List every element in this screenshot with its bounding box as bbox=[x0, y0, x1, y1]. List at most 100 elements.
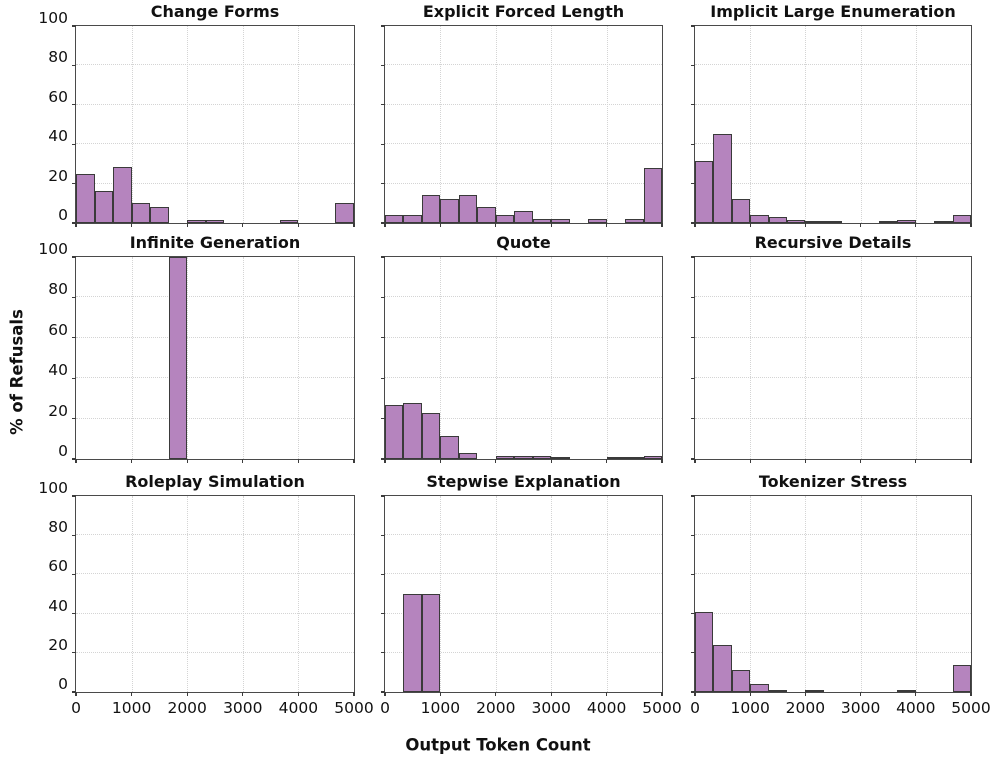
histogram-bar bbox=[768, 690, 787, 692]
tick-mark bbox=[297, 223, 300, 227]
tick-mark bbox=[72, 64, 76, 67]
tick-mark bbox=[381, 182, 385, 185]
histogram-bar bbox=[805, 221, 824, 223]
tick-mark bbox=[550, 692, 552, 696]
histogram-bar bbox=[551, 457, 570, 459]
gridline bbox=[805, 257, 807, 459]
y-tick-label: 100 bbox=[38, 479, 68, 497]
tick-mark bbox=[384, 223, 386, 227]
gridline bbox=[695, 534, 971, 536]
subplot-recursive-details: Recursive Details bbox=[691, 233, 972, 463]
tick-mark bbox=[75, 223, 77, 227]
tick-mark bbox=[691, 296, 695, 299]
gridline bbox=[551, 496, 553, 692]
plot-area bbox=[76, 26, 354, 223]
histogram-bar bbox=[131, 203, 151, 223]
histogram-bar bbox=[279, 220, 299, 223]
y-tick-label: 20 bbox=[48, 401, 68, 420]
tick-mark bbox=[859, 223, 862, 227]
tick-mark bbox=[661, 459, 663, 463]
histogram-bar bbox=[625, 456, 644, 459]
x-tick-label: 4000 bbox=[278, 699, 319, 717]
tick-mark bbox=[353, 692, 355, 696]
tick-mark bbox=[691, 534, 695, 536]
tick-mark bbox=[439, 459, 442, 463]
histogram-bar bbox=[695, 611, 714, 692]
subplot-quote: Quote bbox=[381, 233, 663, 463]
gridline bbox=[606, 26, 608, 223]
histogram-bar bbox=[403, 215, 422, 223]
histogram-bar bbox=[625, 219, 644, 223]
histogram-bar bbox=[205, 220, 225, 223]
tick-mark bbox=[691, 222, 695, 224]
tick-mark bbox=[691, 64, 695, 67]
gridline bbox=[76, 612, 354, 614]
gridline bbox=[385, 417, 662, 419]
x-axis-label: Output Token Count bbox=[405, 735, 591, 755]
tick-mark bbox=[297, 459, 300, 463]
tick-mark bbox=[605, 223, 608, 227]
gridline bbox=[385, 296, 662, 298]
gridline bbox=[385, 377, 662, 379]
tick-mark bbox=[605, 692, 608, 696]
histogram-bar bbox=[187, 220, 206, 223]
histogram-bar bbox=[713, 644, 732, 692]
tick-mark bbox=[439, 692, 442, 696]
tick-mark bbox=[381, 652, 385, 654]
gridline bbox=[860, 496, 862, 692]
tick-mark bbox=[381, 143, 385, 145]
tick-mark bbox=[384, 692, 386, 696]
tick-mark bbox=[75, 692, 77, 696]
gridline bbox=[298, 26, 300, 223]
tick-mark bbox=[694, 223, 696, 227]
gridline bbox=[695, 336, 971, 338]
tick-mark bbox=[691, 691, 695, 693]
gridline bbox=[805, 496, 807, 692]
gridline bbox=[385, 143, 662, 145]
gridline bbox=[915, 496, 917, 692]
tick-mark bbox=[970, 692, 972, 696]
histogram-bar bbox=[458, 195, 478, 223]
histogram-bar bbox=[458, 452, 478, 459]
gridline bbox=[131, 496, 133, 692]
gridline bbox=[551, 257, 553, 459]
gridline bbox=[385, 612, 662, 614]
gridline bbox=[750, 257, 752, 459]
gridline bbox=[76, 573, 354, 575]
y-tick-label: 40 bbox=[48, 127, 68, 146]
subplot-title-infinite-generation: Infinite Generation bbox=[129, 233, 301, 252]
tick-mark bbox=[72, 182, 76, 185]
tick-mark bbox=[691, 417, 695, 420]
x-tick-label: 1000 bbox=[420, 699, 461, 717]
histogram-bar bbox=[421, 412, 441, 459]
subplot-change-forms: Change Forms 0 20 40 60 80 100 bbox=[38, 2, 355, 227]
tick-mark bbox=[915, 223, 917, 227]
gridline bbox=[385, 64, 662, 66]
tick-mark bbox=[691, 495, 695, 497]
gridline bbox=[76, 377, 354, 379]
x-tick-label: 1000 bbox=[111, 699, 152, 717]
tick-mark bbox=[381, 104, 385, 106]
tick-mark bbox=[691, 25, 695, 27]
tick-mark bbox=[691, 182, 695, 185]
tick-mark bbox=[694, 459, 696, 463]
tick-mark bbox=[381, 573, 385, 576]
tick-mark bbox=[297, 692, 300, 696]
histogram-bar bbox=[805, 690, 824, 692]
gridline bbox=[860, 26, 862, 223]
tick-mark bbox=[915, 692, 917, 696]
histogram-bar bbox=[385, 215, 404, 223]
histogram-bar bbox=[787, 220, 806, 223]
gridline bbox=[385, 534, 662, 536]
gridline bbox=[76, 296, 354, 298]
subplot-implicit-large-enumeration: Implicit Large Enumeration bbox=[691, 2, 972, 227]
tick-mark bbox=[381, 256, 385, 258]
subplot-title-roleplay-simulation: Roleplay Simulation bbox=[125, 472, 305, 491]
x-tick-label: 1000 bbox=[730, 699, 770, 717]
gridline bbox=[76, 143, 354, 145]
histogram-bar bbox=[731, 199, 751, 223]
tick-mark bbox=[72, 143, 76, 145]
tick-mark bbox=[384, 459, 386, 463]
tick-mark bbox=[381, 222, 385, 224]
